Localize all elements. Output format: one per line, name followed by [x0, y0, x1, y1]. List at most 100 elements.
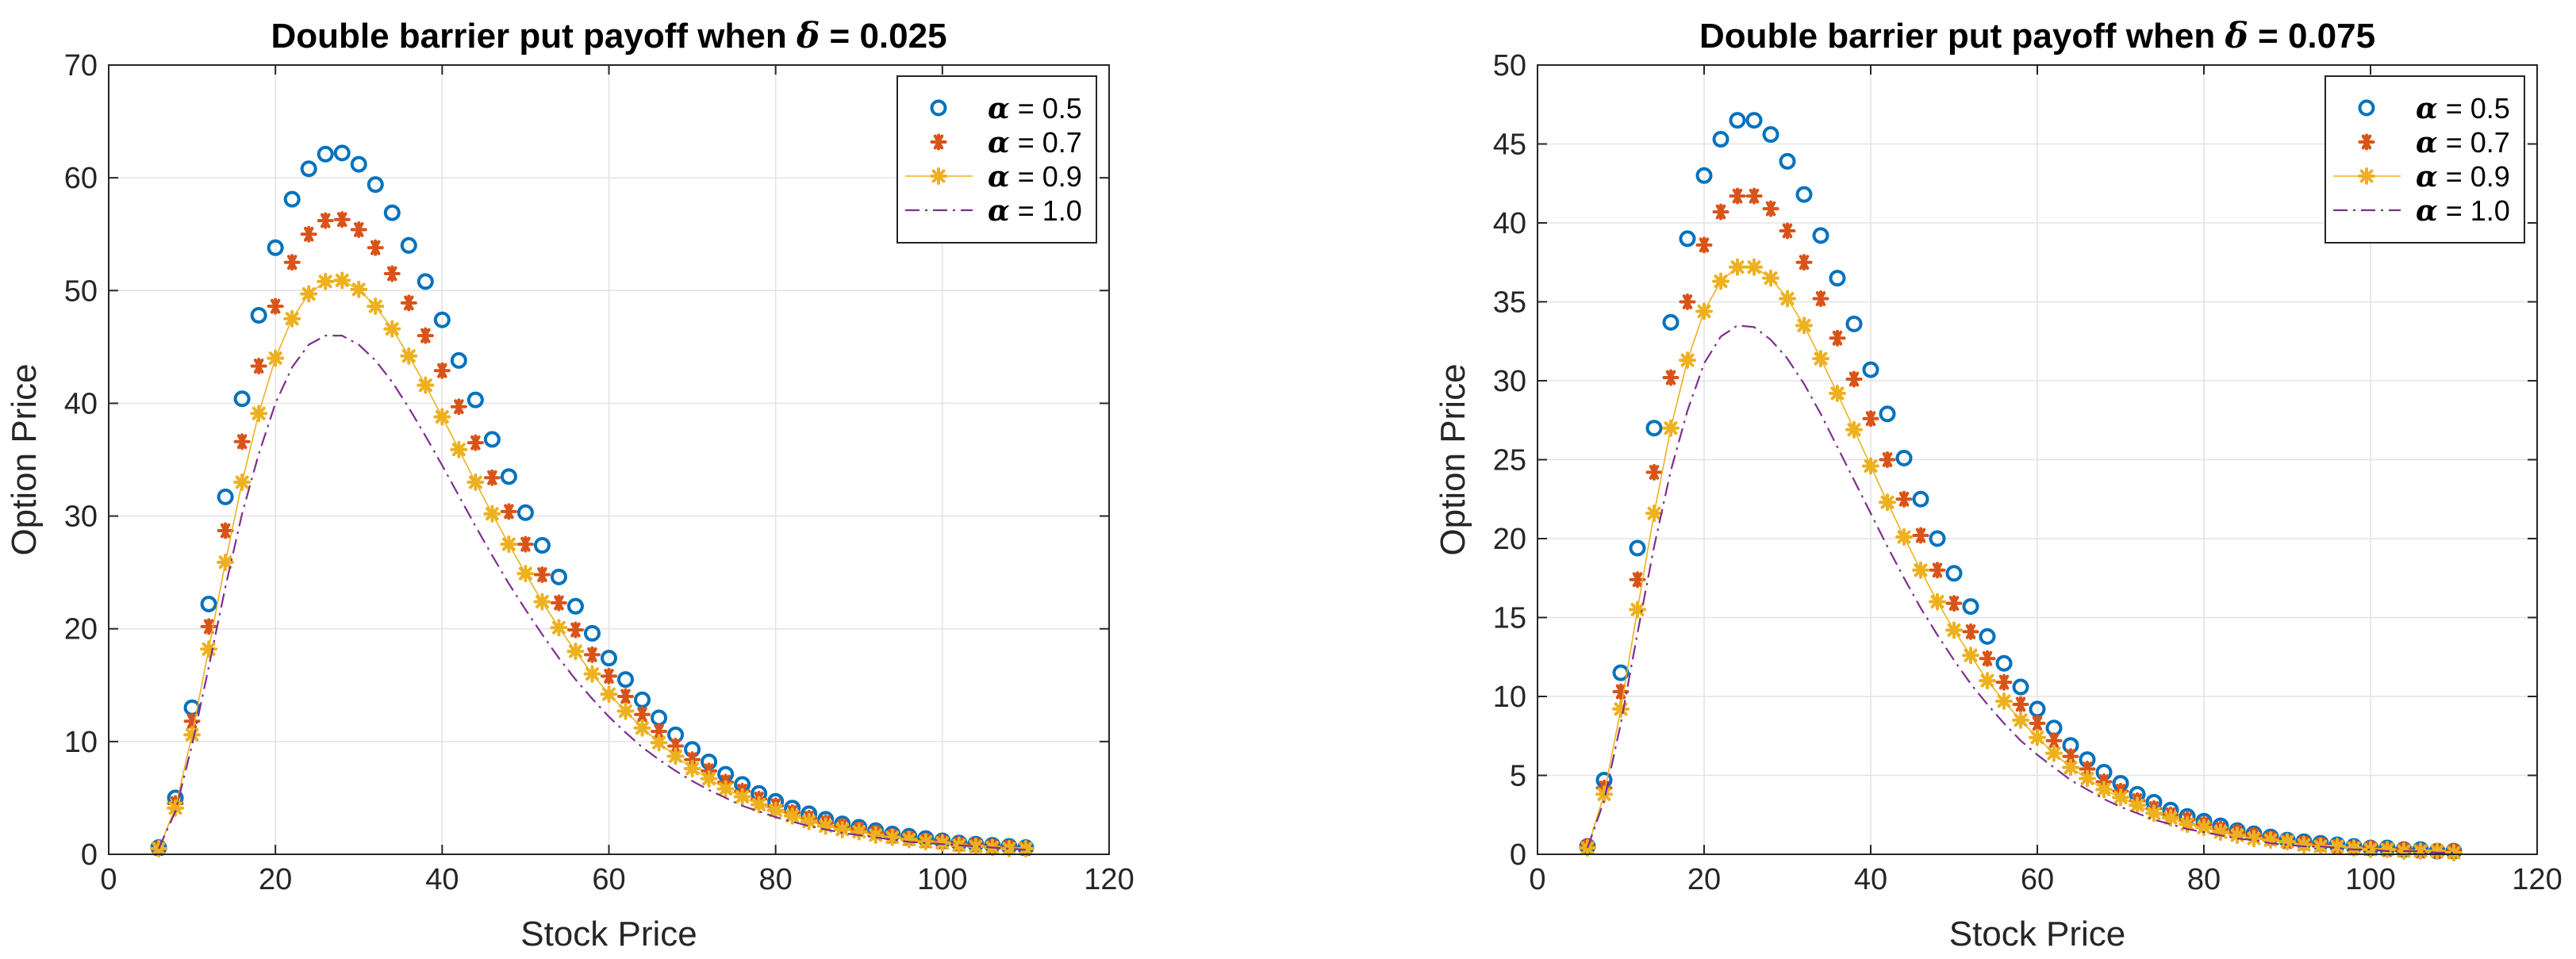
chart-1: 0 20 40 60 80 100 120 0 10 20 30 40 50 60 70 Double bar…: [5, 16, 1134, 953]
x-tick-label: 20: [259, 863, 292, 896]
data-point: [250, 358, 267, 375]
data-point: [333, 211, 351, 228]
data-point: [1812, 350, 1829, 368]
y-tick-label: 0: [81, 838, 98, 872]
legend-label: α = 1.0: [988, 194, 1082, 228]
y-tick-label: 35: [1493, 286, 1526, 320]
data-point: [1016, 839, 1035, 857]
x-tick-label: 0: [1529, 863, 1545, 896]
data-point: [1945, 595, 1963, 612]
data-point: [1729, 112, 1746, 129]
data-point: [450, 440, 468, 458]
data-point: [400, 294, 417, 312]
data-point: [683, 759, 701, 777]
data-point: [667, 738, 685, 755]
data-point: [367, 297, 385, 316]
data-point: [516, 504, 534, 521]
data-point: [600, 685, 618, 704]
data-point: [2079, 761, 2096, 778]
data-point: [1795, 186, 1813, 203]
data-point: [516, 565, 535, 583]
legend-label: α = 0.9: [2416, 160, 2510, 194]
data-point: [516, 535, 534, 553]
data-point: [733, 788, 751, 806]
data-point: [200, 595, 217, 612]
data-point: [450, 398, 467, 416]
data-point: [367, 176, 384, 194]
data-point: [650, 734, 668, 752]
y-tick-label: 25: [1493, 444, 1526, 478]
data-point: [333, 144, 351, 162]
data-point: [800, 812, 818, 830]
data-point: [466, 434, 484, 451]
y-tick-label: 30: [64, 501, 98, 534]
data-point: [716, 780, 735, 798]
data-point: [1695, 302, 1713, 320]
data-point: [1662, 313, 1680, 331]
legend-box: [896, 75, 1097, 244]
data-point: [383, 265, 401, 282]
y-tick-label: 20: [64, 613, 98, 646]
data-point: [1629, 539, 1646, 557]
data-point: [1000, 839, 1018, 857]
data-point: [601, 650, 617, 667]
data-point: [1645, 420, 1663, 437]
legend-label: α = 0.5: [2416, 92, 2510, 125]
data-point: [167, 799, 185, 817]
series-4: [1586, 324, 2454, 854]
data-point: [2262, 831, 2279, 850]
y-tick-label: 40: [1493, 207, 1526, 240]
data-point: [233, 433, 251, 451]
data-point: [1912, 527, 1929, 544]
data-point: [1829, 270, 1846, 287]
data-point: [400, 236, 417, 254]
legend-marker: [930, 167, 947, 185]
data-point: [1929, 562, 1946, 579]
data-point: [1929, 530, 1946, 547]
data-point: [2112, 788, 2129, 807]
data-point: [1612, 683, 1630, 700]
data-point: [1795, 254, 1813, 271]
data-point: [1662, 419, 1680, 437]
data-point: [1879, 405, 1896, 423]
data-point: [217, 553, 235, 571]
data-point: [2162, 809, 2179, 827]
data-point: [283, 309, 301, 328]
data-point: [183, 726, 202, 744]
data-point: [2012, 696, 2029, 713]
y-tick-label: 50: [64, 274, 98, 308]
data-point: [550, 568, 567, 585]
data-point: [1962, 598, 1979, 616]
data-point: [900, 830, 918, 849]
legend-label: α = 0.5: [988, 92, 1082, 125]
data-point: [267, 297, 284, 315]
data-point: [400, 347, 418, 365]
x-tick-label: 40: [1854, 863, 1887, 896]
x-tick-label: 100: [2345, 863, 2395, 896]
data-point: [1829, 384, 1846, 402]
series-3: [150, 271, 1035, 857]
data-point: [2145, 804, 2163, 823]
data-point: [1829, 329, 1846, 347]
data-point: [267, 349, 285, 367]
data-point: [2012, 711, 2029, 729]
data-point: [1945, 565, 1963, 582]
data-point: [466, 391, 484, 409]
data-point: [1962, 623, 1979, 640]
data-point: [617, 671, 635, 689]
data-point: [2362, 841, 2379, 859]
data-point: [833, 820, 851, 838]
data-point: [766, 801, 785, 819]
x-axis-label: Stock Price: [520, 915, 697, 953]
data-point: [433, 362, 451, 379]
x-tick-label: 40: [425, 863, 459, 896]
data-point: [1679, 351, 1696, 370]
data-point: [1612, 700, 1630, 718]
data-point: [317, 272, 335, 290]
x-tick-label: 120: [1084, 863, 1134, 896]
data-point: [966, 838, 985, 856]
legend-entry: α = 0.7: [2358, 126, 2510, 159]
data-point: [233, 390, 251, 408]
legend-label: α = 0.7: [2416, 126, 2510, 159]
